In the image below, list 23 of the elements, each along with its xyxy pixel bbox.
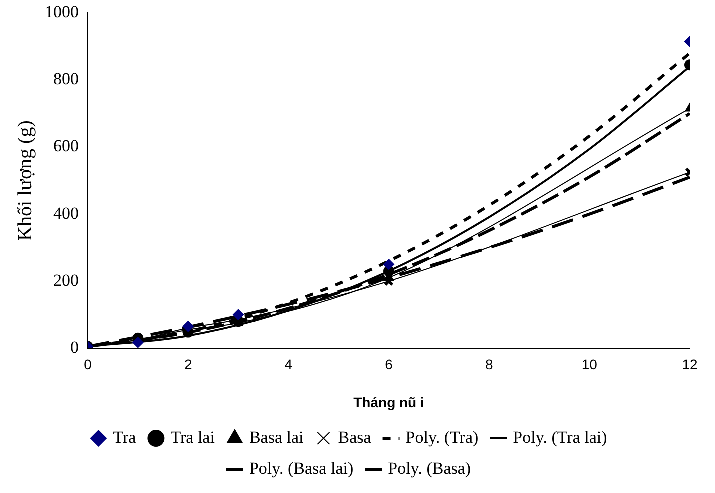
- y-tick-label: 800: [54, 70, 79, 89]
- legend-label: Tra lai: [170, 428, 216, 447]
- x-tick-label: 0: [84, 356, 92, 373]
- x-tick-label: 2: [184, 356, 192, 373]
- x-axis-title: Tháng nũ i: [354, 394, 424, 410]
- legend-label: Basa lai: [249, 428, 304, 447]
- y-tick-label: 0: [70, 338, 79, 357]
- x-tick-label: 4: [284, 356, 293, 373]
- x-tick-label: 8: [485, 356, 494, 373]
- legend-label: Poly. (Basa lai): [249, 458, 354, 478]
- y-tick-label: 1000: [45, 2, 79, 22]
- legend-label: Basa: [338, 428, 372, 447]
- y-tick-label: 200: [54, 270, 79, 290]
- y-tick-label: 400: [54, 204, 79, 223]
- x-tick-label: 12: [682, 356, 698, 373]
- legend-label: Poly. (Tra lai): [513, 428, 608, 447]
- y-axis-title: Khối lượng (g): [14, 120, 36, 241]
- x-tick-label: 6: [385, 356, 394, 373]
- legend-label: Poly. (Basa): [388, 458, 472, 478]
- x-tick-label: 10: [582, 356, 598, 373]
- y-tick-label: 600: [54, 136, 79, 156]
- legend-label: Tra: [113, 428, 137, 447]
- legend-label: Poly. (Tra): [406, 428, 479, 447]
